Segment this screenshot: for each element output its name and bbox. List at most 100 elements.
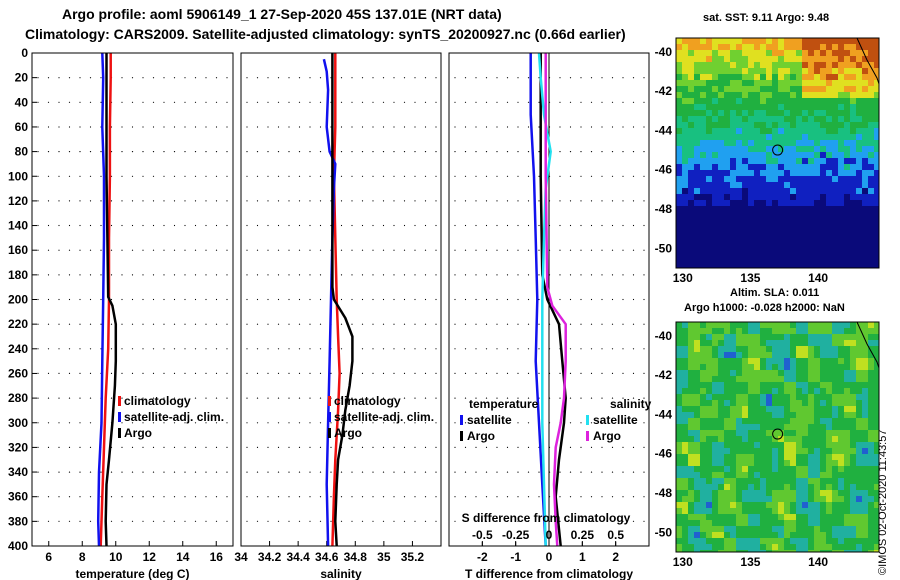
map-cell [718,92,724,98]
map-cell [814,140,820,146]
map-cell [796,164,802,170]
grid-dot [121,323,123,325]
map-cell [874,170,879,176]
map-cell [820,188,826,194]
map-cell [778,508,784,514]
map-cell [724,328,730,334]
grid-dot [142,397,144,399]
grid-dot [330,471,332,473]
map-cell [802,328,808,334]
grid-dot [309,372,311,374]
map-cell [862,56,868,62]
x2-axis-label: S difference from climatology [462,511,631,525]
map-cell [796,394,802,400]
map-cell [718,44,724,50]
map-cell [748,478,754,484]
grid-dot [277,397,280,399]
map-cell [700,152,706,158]
map-cell [724,508,730,514]
grid-dot [361,471,364,473]
grid-dot [643,151,645,153]
grid-dot [110,397,113,399]
map-cell [802,508,808,514]
map-cell [808,352,814,358]
map-cell [814,538,820,544]
map-cell [742,80,748,86]
map-cell [814,400,820,406]
map-cell [820,170,826,176]
map-cell [808,490,814,496]
map-cell [700,328,706,334]
grid-dot [298,520,301,522]
grid-dot [382,126,385,128]
grid-dot [267,175,269,177]
grid-dot [110,126,113,128]
grid-dot [506,77,509,79]
map-cell [730,56,736,62]
map-cell [736,50,742,56]
map-cell [742,424,748,430]
map-cell [814,212,820,218]
map-cell [802,388,808,394]
map-cell [742,92,748,98]
map-cell [724,436,730,442]
map-cell [766,170,772,176]
map-cell [808,412,814,418]
map-cell [736,376,742,382]
map-cell [862,134,868,140]
grid-dot [215,372,218,374]
map-cell [856,44,862,50]
map-cell [688,430,694,436]
map-cell [856,346,862,352]
map-cell [730,128,736,134]
grid-dot [163,323,165,325]
grid-dot [454,77,456,79]
map-cell [856,442,862,448]
map-cell [718,484,724,490]
map-cell [676,68,682,74]
map-cell [772,86,778,92]
grid-dot [403,126,406,128]
grid-dot [506,274,509,276]
map-cell [802,134,808,140]
map-cell [838,430,844,436]
map-cell [820,382,826,388]
map-y-tick-label: -42 [655,84,673,98]
map-cell [742,490,748,496]
map-cell [850,80,856,86]
map-cell [814,532,820,538]
map-cell [772,116,778,122]
map-cell [772,182,778,188]
map-cell [844,194,850,200]
map-cell [700,394,706,400]
grid-dot [288,372,290,374]
grid-dot [527,224,530,227]
map-cell [748,496,754,502]
map-cell [802,110,808,116]
map-cell [874,514,879,520]
map-cell [790,382,796,388]
map-cell [862,334,868,340]
map-cell [808,418,814,424]
map-cell [724,188,730,194]
map-cell [796,424,802,430]
y-tick-label: 260 [8,366,28,380]
map-cell [850,194,856,200]
grid-dot [184,496,186,498]
map-cell [814,236,820,242]
map-cell [730,164,736,170]
map-cell [742,358,748,364]
map-cell [754,182,760,188]
map-cell [766,116,772,122]
map-cell [856,140,862,146]
map-cell [832,104,838,110]
map-cell [862,376,868,382]
map-cell [754,532,760,538]
map-cell [802,550,808,552]
map-cell [712,394,718,400]
grid-dot [611,224,614,227]
grid-dot [184,224,186,227]
map-cell [760,44,766,50]
map-cell [874,116,879,122]
grid-dot [632,471,635,473]
